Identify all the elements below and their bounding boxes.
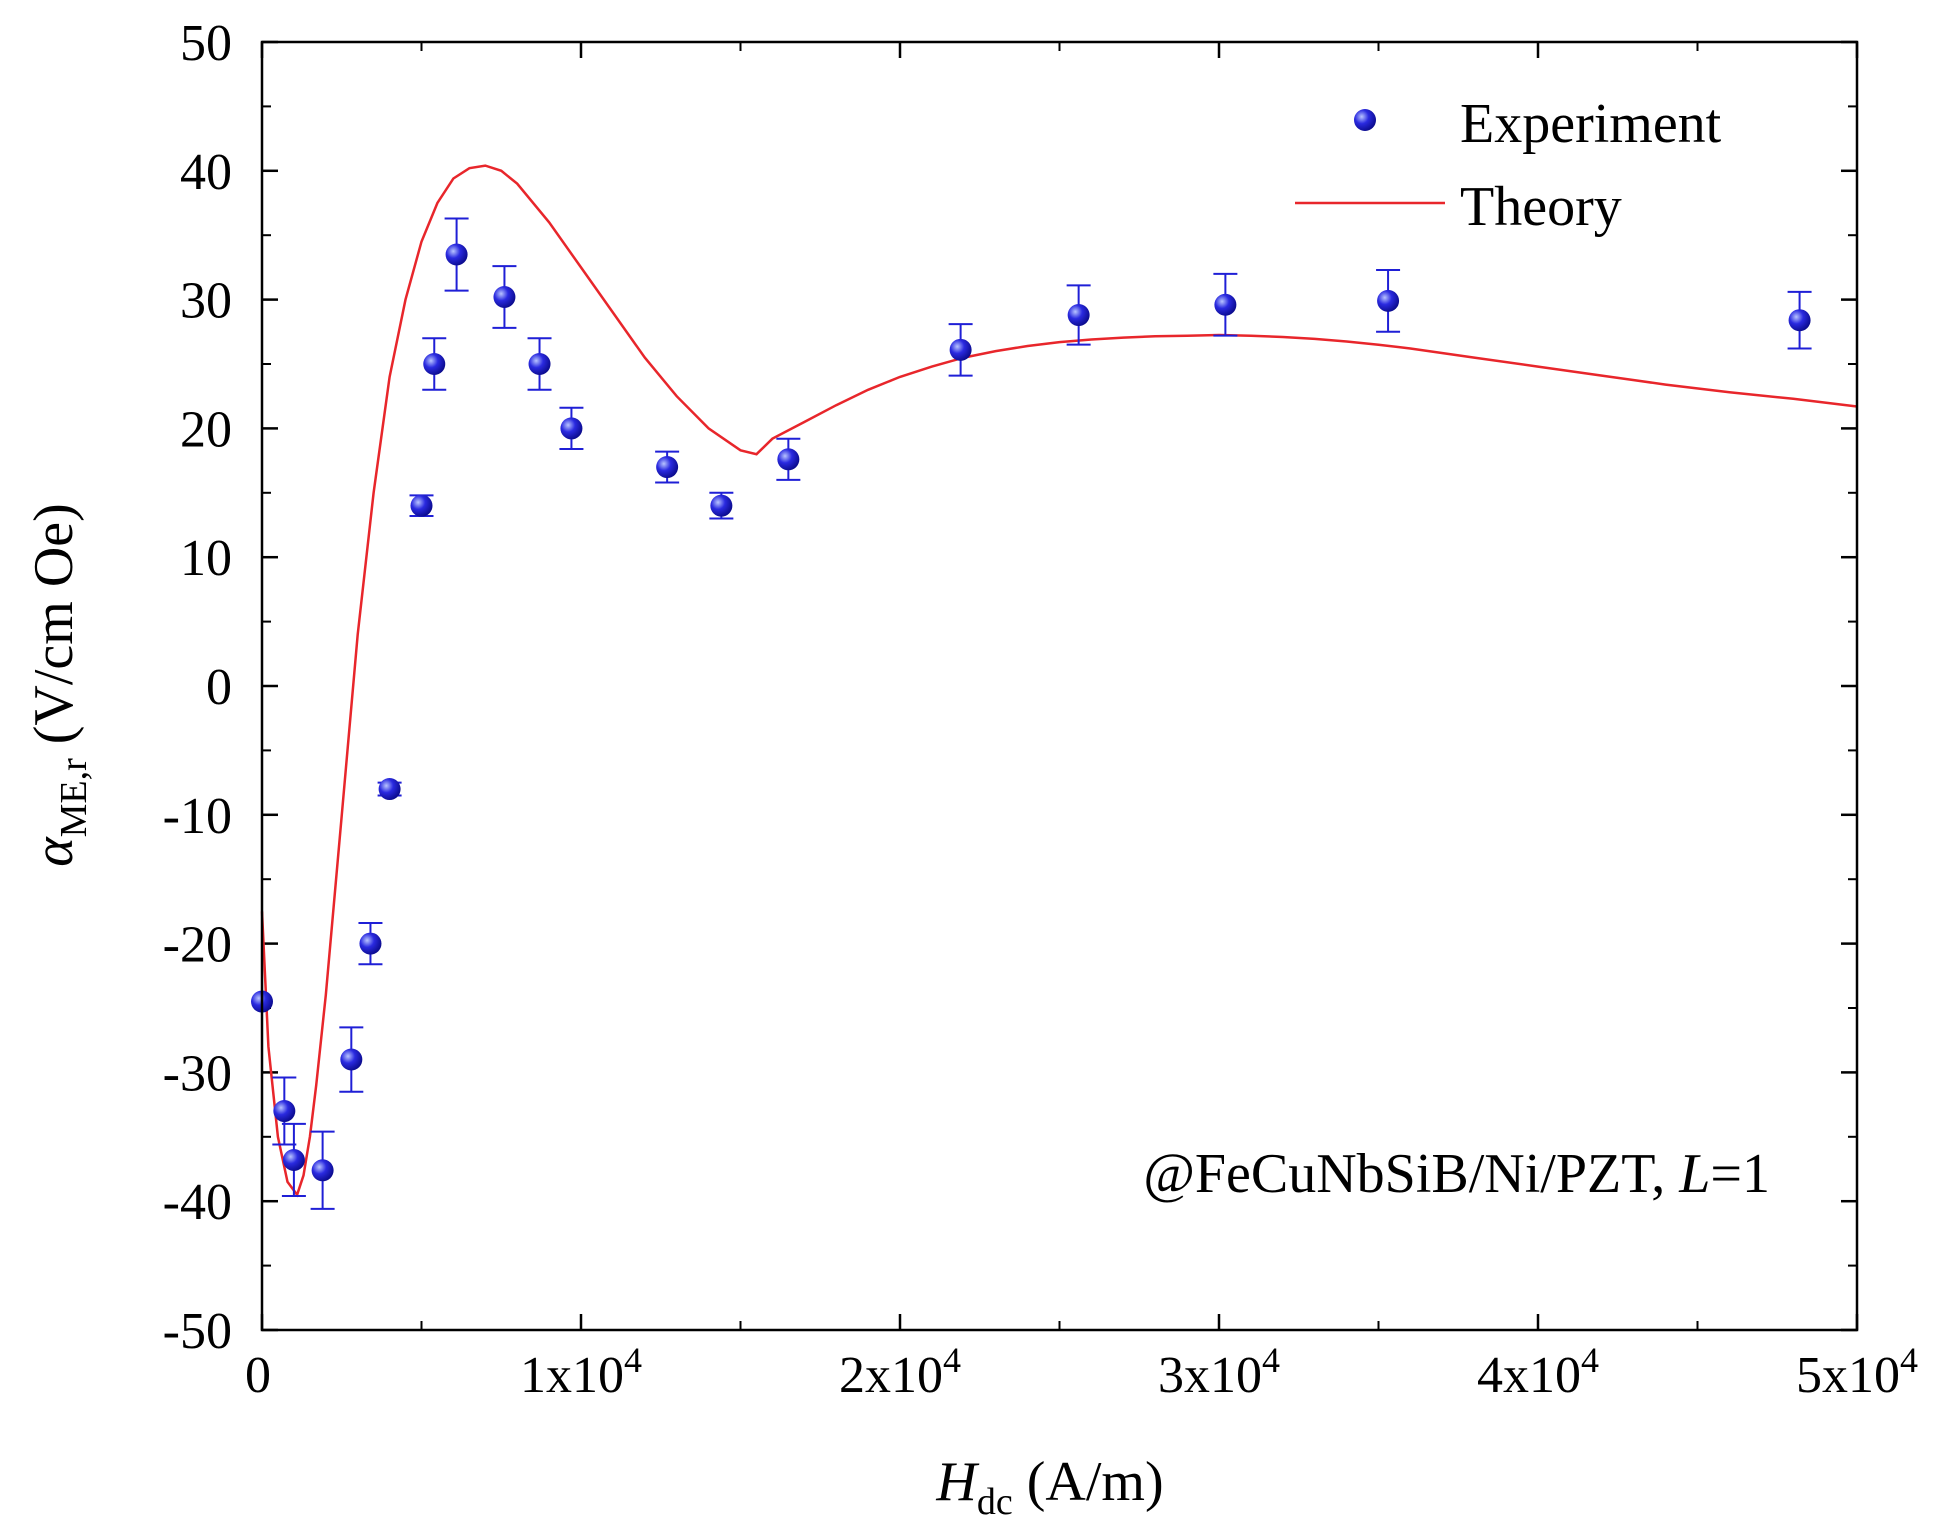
experiment-point bbox=[310, 1130, 335, 1210]
experiment-point bbox=[948, 323, 973, 377]
x-tick-label: 1x104 bbox=[520, 1340, 642, 1404]
experiment-point bbox=[272, 1076, 297, 1146]
experiment-marker bbox=[273, 1100, 296, 1123]
experiment-marker bbox=[528, 353, 551, 375]
y-tick-label: -30 bbox=[163, 1045, 232, 1102]
theory-line bbox=[260, 164, 1858, 1198]
x-tick-label: 0 bbox=[245, 1347, 271, 1404]
experiment-marker bbox=[359, 932, 382, 955]
y-tick-label: 0 bbox=[206, 659, 232, 716]
theory-series bbox=[260, 164, 1858, 1198]
experiment-point bbox=[559, 406, 584, 451]
experiment-marker bbox=[378, 778, 401, 801]
experiment-marker bbox=[445, 243, 468, 266]
y-tick-label: -20 bbox=[163, 917, 232, 974]
experiment-point bbox=[1376, 268, 1401, 333]
experiment-point bbox=[709, 491, 734, 520]
y-axis-title-unit: (V/cm Oe) bbox=[23, 503, 85, 758]
x-tick-label: 2x104 bbox=[839, 1340, 961, 1404]
experiment-point bbox=[1066, 284, 1091, 346]
experiment-point bbox=[358, 921, 383, 966]
y-tick-label: 40 bbox=[180, 144, 232, 201]
annotation-suffix: =1 bbox=[1710, 1143, 1770, 1205]
experiment-marker bbox=[340, 1048, 363, 1071]
experiment-marker bbox=[311, 1159, 334, 1182]
x-tick-labels: 0 1x104 2x104 3x104 4x104 5x104 bbox=[245, 1340, 1918, 1404]
y-tick-labels: -50 -40 -30 -20 -10 0 10 20 30 40 50 bbox=[163, 15, 232, 1360]
experiment-point bbox=[377, 778, 402, 801]
experiment-point bbox=[776, 437, 801, 481]
experiment-point bbox=[339, 1026, 364, 1093]
y-axis-title: αME,r (V/cm Oe) bbox=[23, 503, 95, 867]
experiment-marker bbox=[282, 1148, 305, 1171]
x-axis-title: Hdc (A/m) bbox=[935, 1451, 1163, 1523]
experiment-marker bbox=[560, 417, 583, 440]
annotation-prefix: @FeCuNbSiB/Ni/PZT, bbox=[1143, 1143, 1679, 1205]
experiment-marker bbox=[493, 286, 516, 309]
experiment-marker bbox=[656, 456, 679, 479]
y-tick-label: -40 bbox=[163, 1174, 232, 1231]
experiment-point bbox=[1213, 272, 1238, 337]
x-axis-title-unit: (A/m) bbox=[1013, 1451, 1164, 1513]
experiment-marker bbox=[710, 494, 733, 517]
experiment-point bbox=[409, 494, 434, 517]
experiment-marker bbox=[777, 448, 800, 471]
legend-theory-label: Theory bbox=[1460, 176, 1622, 238]
y-tick-label: -10 bbox=[163, 788, 232, 845]
experiment-marker bbox=[1067, 304, 1090, 327]
experiment-marker bbox=[1214, 293, 1237, 316]
y-tick-label: 30 bbox=[180, 273, 232, 330]
x-axis-title-sub: dc bbox=[977, 1481, 1013, 1523]
sample-annotation: @FeCuNbSiB/Ni/PZT, L=1 bbox=[1143, 1143, 1770, 1205]
plot-frame bbox=[260, 40, 1859, 1332]
y-tick-label: -50 bbox=[163, 1303, 232, 1360]
experiment-marker bbox=[949, 338, 972, 361]
y-tick-label: 50 bbox=[180, 15, 232, 72]
experiment-point bbox=[655, 450, 680, 484]
experiment-point bbox=[492, 265, 517, 329]
experiment-series bbox=[251, 217, 1812, 1210]
y-tick-label: 10 bbox=[180, 530, 232, 587]
experiment-point bbox=[422, 337, 447, 391]
experiment-marker bbox=[1377, 289, 1400, 312]
experiment-marker bbox=[423, 353, 446, 375]
x-tick-label: 5x104 bbox=[1796, 1340, 1918, 1404]
legend-experiment-label: Experiment bbox=[1460, 93, 1722, 155]
axis-ticks bbox=[260, 40, 1859, 1332]
experiment-point bbox=[1787, 290, 1812, 350]
x-axis-title-main: H bbox=[935, 1451, 979, 1513]
legend-experiment-marker bbox=[1354, 109, 1376, 131]
experiment-point bbox=[444, 217, 469, 292]
y-axis-title-main: α bbox=[23, 836, 85, 867]
y-axis-title-sub: ME,r bbox=[53, 758, 95, 838]
experiment-marker bbox=[410, 494, 433, 517]
annotation-italic: L bbox=[1678, 1143, 1710, 1205]
legend: Experiment Theory bbox=[1295, 93, 1722, 238]
experiment-point bbox=[281, 1122, 306, 1198]
experiment-point bbox=[527, 337, 552, 391]
experiment-marker bbox=[1788, 309, 1811, 332]
x-tick-label: 4x104 bbox=[1477, 1340, 1599, 1404]
x-tick-label: 3x104 bbox=[1158, 1340, 1280, 1404]
y-tick-label: 20 bbox=[180, 401, 232, 458]
